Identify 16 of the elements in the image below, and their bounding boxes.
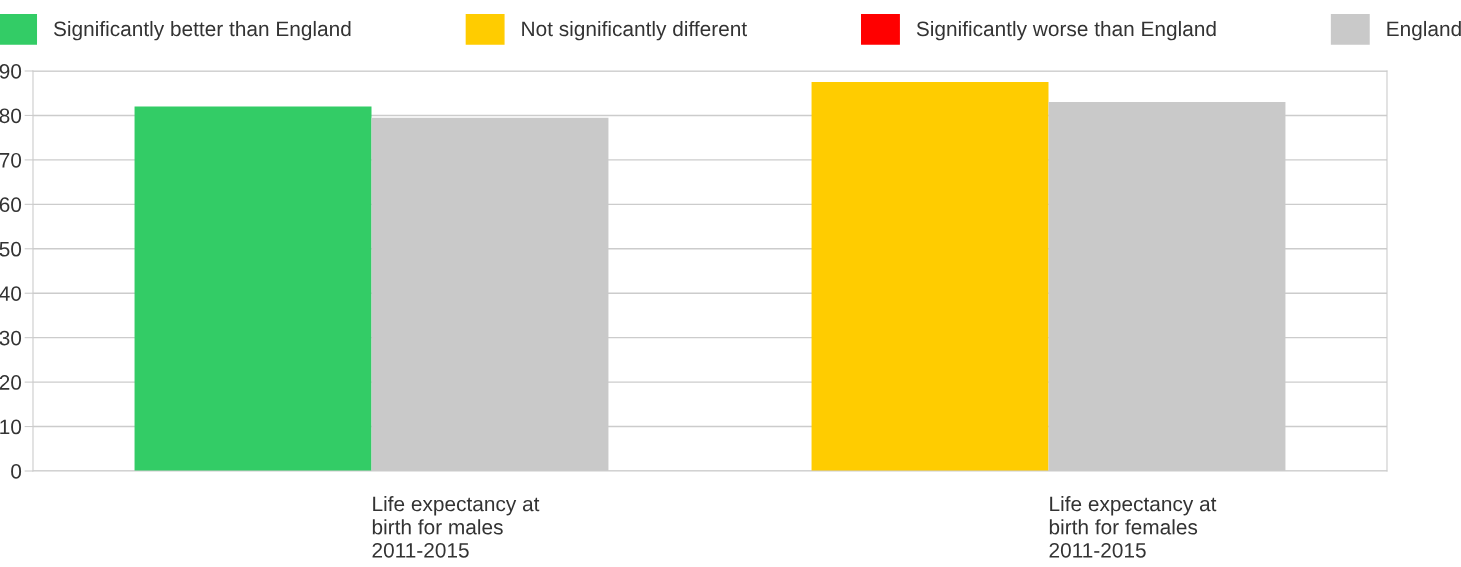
y-tick-label: 20 bbox=[0, 375, 22, 390]
y-tick-label: 0 bbox=[11, 464, 22, 479]
legend-label: Significantly better than England bbox=[53, 20, 351, 41]
x-tick-label: Life expectancy at birth for females 2011-2015 bbox=[1049, 496, 1217, 558]
x-tick-label: Life expectancy at birth for males 2011-2015 bbox=[372, 496, 540, 558]
legend-label: England bbox=[1387, 20, 1461, 41]
y-tick-label: 30 bbox=[0, 330, 22, 346]
legend-label: Significantly worse than England bbox=[916, 20, 1216, 41]
y-tick-label: 50 bbox=[0, 241, 22, 257]
y-tick-label: 90 bbox=[0, 64, 22, 79]
y-tick-label: 60 bbox=[0, 197, 22, 213]
y-tick-label: 70 bbox=[0, 152, 22, 168]
y-tick-label: 40 bbox=[0, 286, 22, 301]
y-tick-label: 10 bbox=[0, 419, 22, 435]
legend-label: Not significantly different bbox=[522, 20, 747, 41]
y-tick-label: 80 bbox=[0, 108, 22, 124]
